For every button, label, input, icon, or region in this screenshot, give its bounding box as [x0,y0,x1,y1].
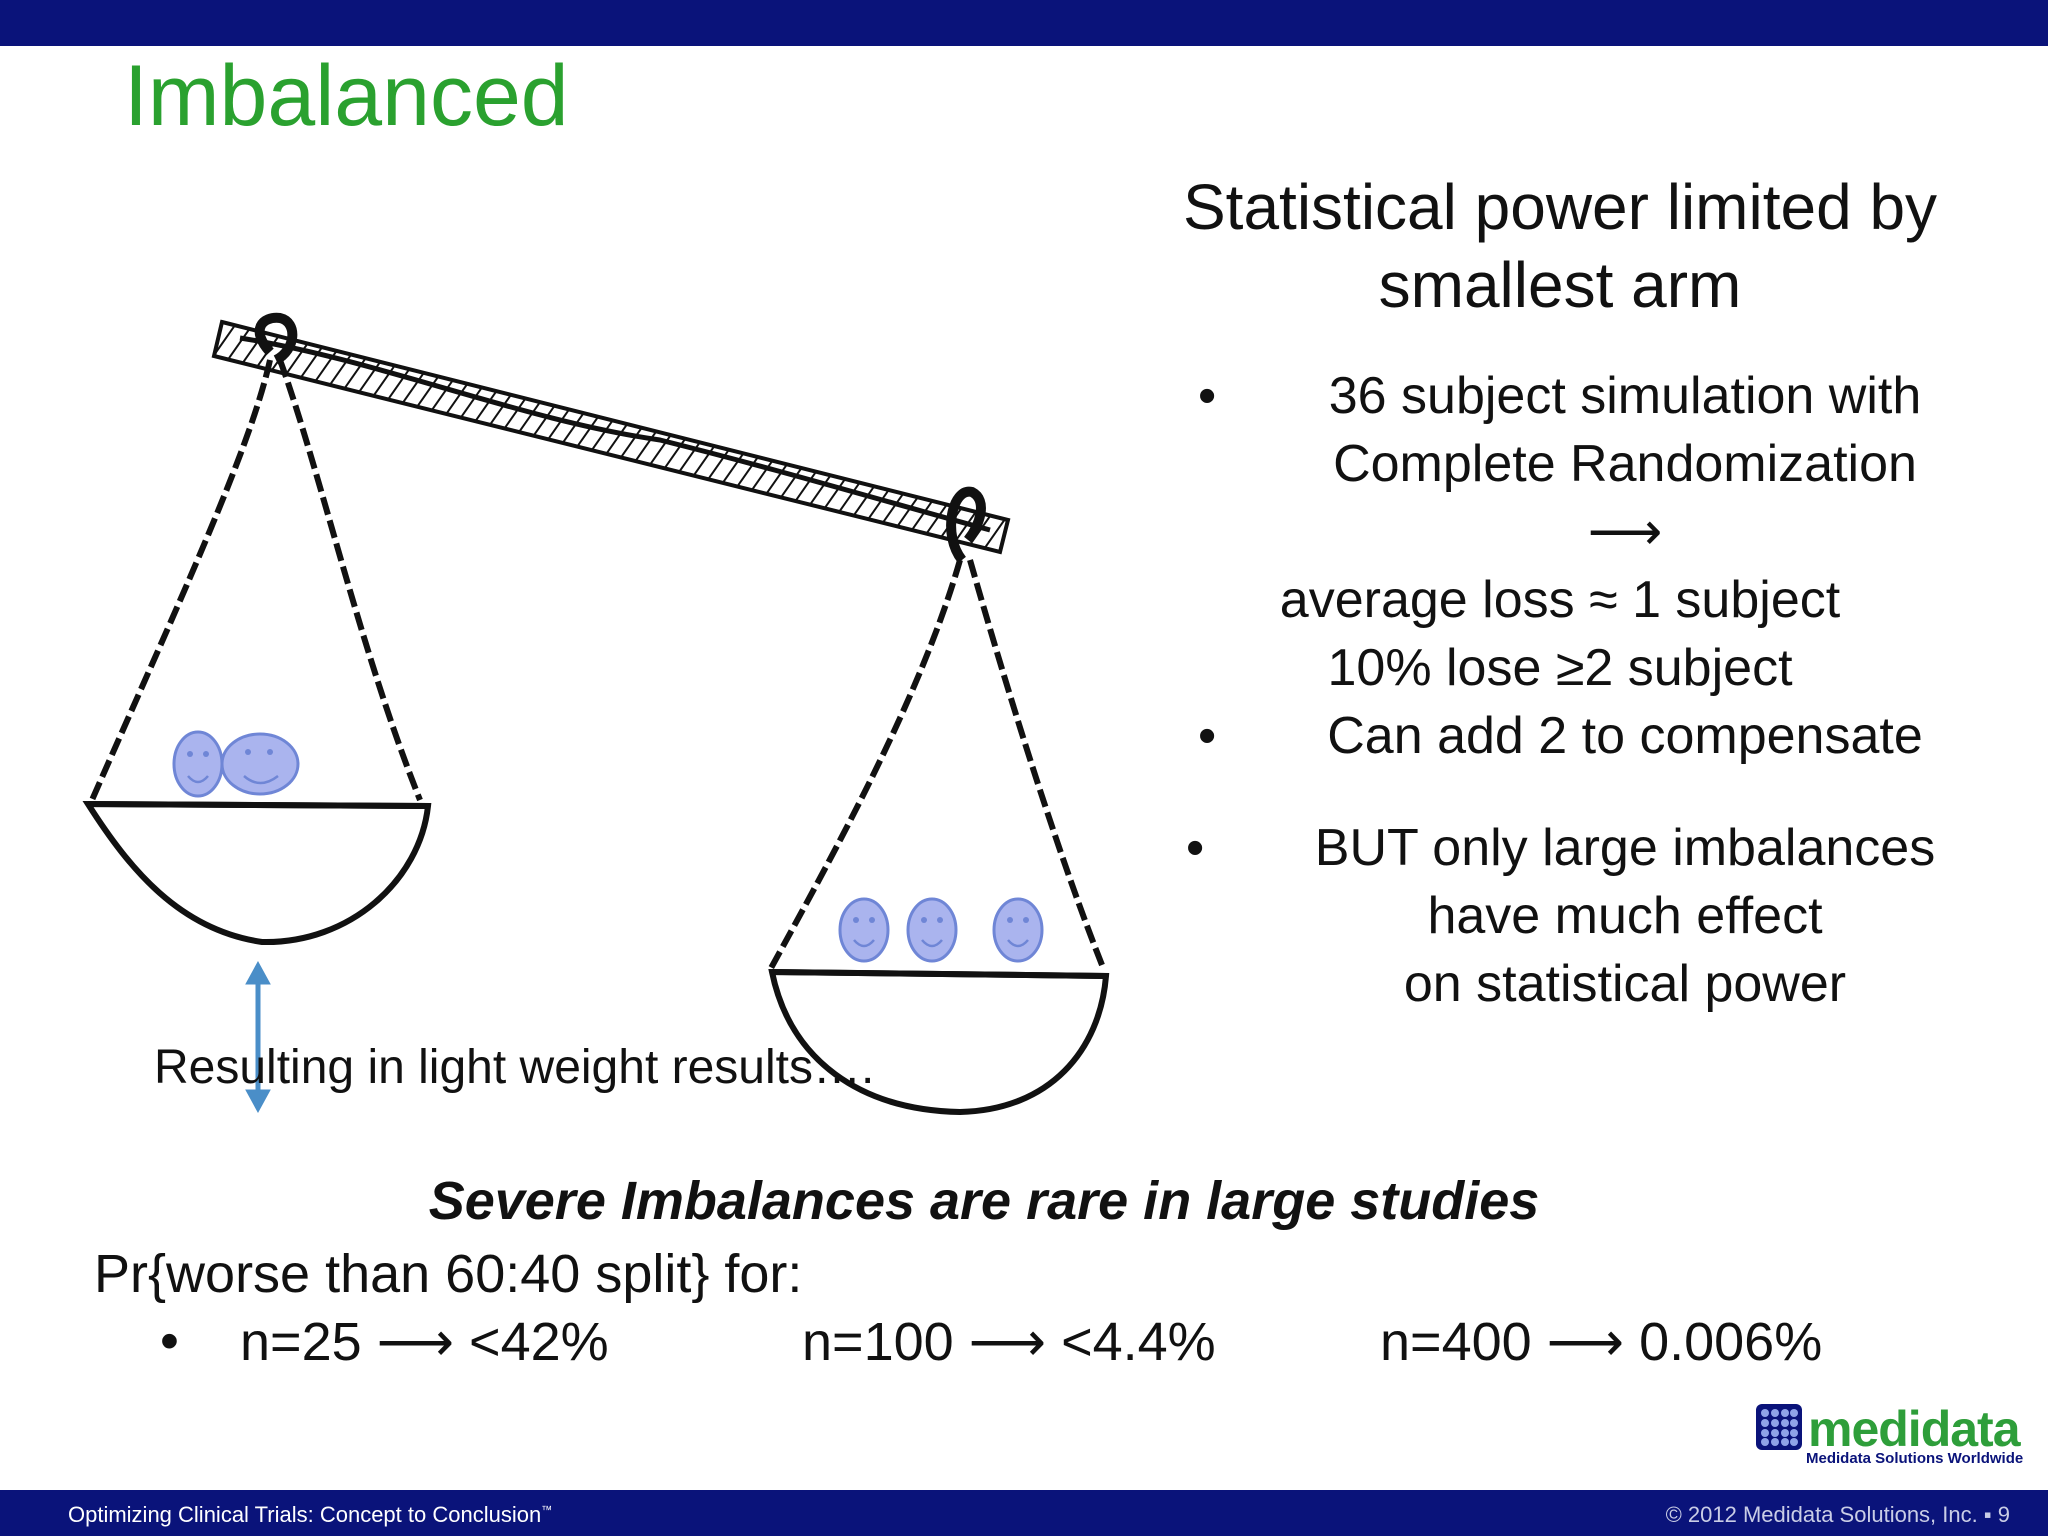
logo-wordmark: medidata [1808,1401,2021,1457]
bottom-heading: Severe Imbalances are rare in large stud… [0,1170,2048,1232]
right-heading-line: smallest arm [1378,249,1742,321]
list-item-text: 36 subject simulation with [1328,367,1922,425]
smiley-face-icon [838,897,890,963]
smiley-face-icon [992,897,1044,963]
right-heading: Statistical power limited by smallest ar… [1130,168,1990,324]
bullet-icon: • [1198,707,1217,765]
top-bar [0,0,2048,46]
list-item: • BUT only large imbalances have much ef… [1150,814,2010,1018]
logo-dots-icon [1756,1404,1802,1450]
scale-beam [211,319,1011,555]
right-bullet-list: • 36 subject simulation with Complete Ra… [1150,362,2010,1018]
bottom-heading-text: Severe Imbalances are rare in large stud… [428,1171,1540,1231]
smiley-face-icon [220,732,300,796]
slide-title: Imbalanced [124,48,569,144]
list-item: • 36 subject simulation with Complete Ra… [1150,362,2010,566]
list-item: average loss ≈ 1 subject 10% lose ≥2 sub… [1110,566,2010,702]
bullet-icon: • [160,1311,179,1371]
bullet-icon: • [1198,367,1217,425]
n-value: n=100 ⟶ <4.4% [802,1312,1216,1372]
list-item-text: Complete Randomization [1333,435,1917,493]
right-heading-line: Statistical power limited by [1182,171,1938,243]
probability-line: Pr{worse than 60:40 split} for: [94,1244,803,1304]
bullet-icon: • [1186,819,1205,877]
caption-text: Resulting in light weight results…. [154,1041,875,1094]
medidata-logo: medidata Medidata Solutions Worldwide [1756,1401,2023,1467]
footer-bar: Optimizing Clinical Trials: Concept to C… [0,1490,2048,1536]
right-chains [767,559,1107,972]
list-item-text: BUT only large imbalances [1314,819,1936,877]
trademark-symbol: ™ [541,1504,553,1517]
list-item: • Can add 2 to compensate [1150,702,2010,770]
list-item-text: have much effect [1427,887,1823,945]
left-chains [89,358,423,802]
n-value: n=400 ⟶ 0.006% [1380,1312,1823,1372]
footer-course-title: Optimizing Clinical Trials: Concept to C… [68,1502,552,1528]
footer-course-title-text: Optimizing Clinical Trials: Concept to C… [68,1502,542,1527]
footer-copyright: © 2012 Medidata Solutions, Inc. ▪ 9 [1665,1502,2010,1527]
logo-tagline: Medidata Solutions Worldwide [1806,1450,2024,1467]
list-item-text: 10% lose ≥2 subject [1327,639,1793,697]
n-value: n=25 ⟶ <42% [240,1312,609,1372]
list-item-text: Can add 2 to compensate [1327,707,1923,765]
list-item-text: on statistical power [1403,955,1847,1013]
list-item-text: average loss ≈ 1 subject [1279,571,1841,629]
right-pan [768,968,1110,1116]
left-pan [82,800,432,946]
arrow-text: ⟶ [1587,503,1663,561]
double-arrow-icon [245,960,271,1114]
smiley-face-icon [172,730,224,798]
smiley-face-icon [906,897,958,963]
